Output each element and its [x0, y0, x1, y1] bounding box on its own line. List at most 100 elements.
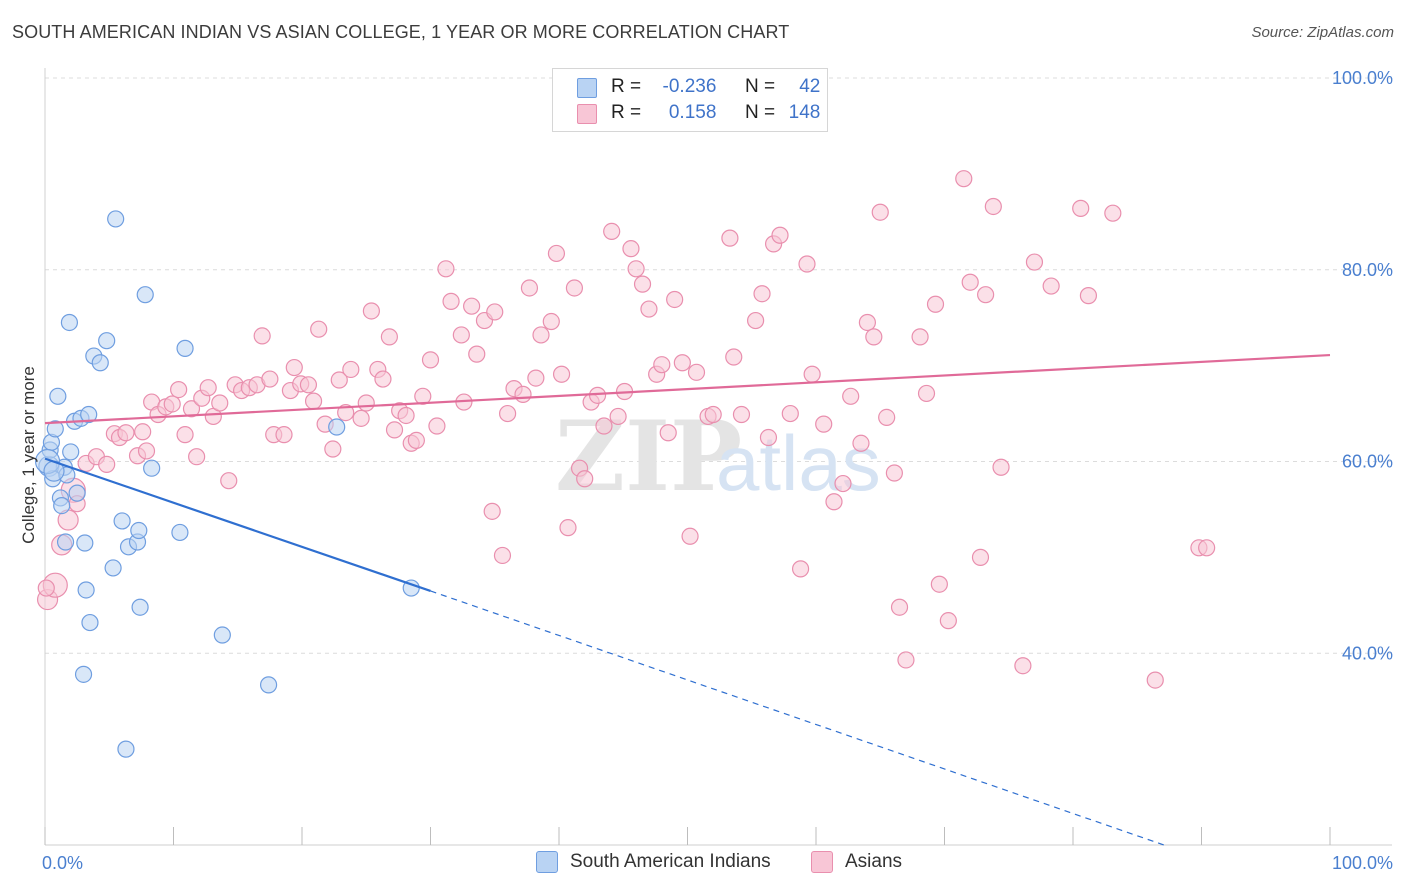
asians-point [337, 404, 355, 422]
watermark: ZIP atlas [555, 400, 881, 513]
asians-point [627, 260, 645, 278]
asians-point [721, 229, 739, 247]
asians-point [1014, 657, 1032, 675]
asians-point [858, 313, 877, 332]
south-american-indians-point [74, 665, 93, 683]
n-value: 148 [788, 102, 821, 123]
asians-point [117, 424, 135, 442]
x-tick-label-min: 0.0% [42, 853, 83, 873]
south-american-indians-point [46, 420, 64, 438]
asians-points [36, 170, 1216, 689]
south-american-indians-point [60, 313, 79, 332]
n-label: N = [744, 76, 776, 97]
asians-point [310, 320, 328, 338]
asians-point [1025, 253, 1044, 271]
correlation-legend: R = -0.236 N = 42 R = 0.158 N = 148 [552, 68, 828, 132]
asians-point [98, 455, 116, 473]
asians-point [362, 302, 380, 320]
y-tick-label: 40.0% [1342, 643, 1393, 663]
asians-point [137, 442, 156, 460]
asians-point [1042, 277, 1060, 295]
asians-point [559, 519, 577, 537]
south-american-indians-point [171, 523, 189, 542]
source-credit: Source: ZipAtlas.com [1251, 24, 1394, 41]
y-tick-labels: 40.0% 60.0% 80.0% 100.0% [1332, 68, 1393, 663]
asians-point [542, 312, 560, 331]
south-american-indians-point [56, 533, 75, 551]
asians-point [421, 351, 440, 369]
asians-point [1146, 671, 1164, 689]
y-tick-label: 60.0% [1342, 452, 1393, 472]
asians-point [653, 356, 671, 374]
watermark-atlas: atlas [716, 419, 881, 507]
asians-point [911, 328, 929, 346]
y-axis-label: College, 1 year or more [19, 366, 38, 544]
asians-point [565, 279, 584, 297]
asians-point [211, 394, 229, 412]
pink-swatch [811, 851, 833, 873]
asians-point [971, 548, 990, 566]
asians-point [261, 370, 279, 388]
south-american-indians-point [76, 534, 94, 552]
asians-point [753, 285, 771, 303]
south-american-indians-trend-extension [430, 590, 1165, 846]
south-american-indians-point [117, 740, 135, 758]
south-american-indians-point [328, 418, 346, 436]
asians-point [687, 363, 706, 381]
trend-lines [44, 353, 1331, 846]
asians-point [984, 197, 1002, 216]
asians-point [926, 295, 945, 313]
south-american-indians-point [62, 443, 80, 461]
asians-point [468, 345, 486, 363]
asians-point [342, 360, 360, 379]
asians-point [357, 394, 375, 412]
asians-point [486, 303, 504, 321]
y-tick-label: 80.0% [1342, 260, 1393, 280]
asians-point [897, 651, 915, 669]
n-label: N = [744, 102, 776, 123]
asians-point [781, 404, 799, 423]
asians-point [588, 386, 607, 404]
south-american-indians-point [131, 598, 149, 616]
asians-point [622, 240, 640, 258]
asians-point [890, 598, 909, 616]
x-tick-label-max: 100.0% [1332, 853, 1393, 873]
pink-swatch [577, 104, 597, 124]
asians-point [852, 434, 870, 452]
asians-point [747, 311, 765, 330]
south-american-indians-point [130, 521, 148, 540]
asians-point [275, 426, 293, 444]
asians-point [815, 415, 833, 433]
asians-point [939, 612, 957, 630]
chart-title: SOUTH AMERICAN INDIAN VS ASIAN COLLEGE, … [12, 22, 790, 42]
asians-point [842, 387, 860, 405]
south-american-indians-point [176, 339, 194, 357]
asians-point [547, 244, 566, 263]
asians-point [380, 328, 398, 346]
asians-point [917, 384, 936, 403]
asians-point [407, 431, 425, 450]
asians-point [603, 222, 621, 240]
asians-point [1198, 539, 1216, 557]
asians-point [170, 380, 188, 399]
r-value: -0.236 [662, 76, 717, 97]
x-tick-labels: 0.0% 100.0% [42, 853, 1393, 873]
legend-label: South American Indians [570, 851, 771, 872]
n-value: 42 [799, 76, 821, 97]
asians-point [520, 279, 539, 297]
asians-point [1072, 199, 1090, 217]
asians-point [199, 379, 217, 397]
asians-point [878, 408, 896, 426]
asians-point [609, 407, 627, 426]
asians-point [673, 354, 691, 372]
asians-point [977, 286, 995, 304]
asians-point [732, 405, 751, 424]
series-legend: South American Indians Asians [0, 851, 1406, 877]
asians-point [527, 369, 545, 387]
asians-point [532, 326, 550, 344]
y-tick-label: 100.0% [1332, 68, 1393, 88]
blue-swatch [577, 78, 597, 98]
asians-point [885, 464, 903, 482]
south-american-indians-point [81, 613, 99, 632]
asians-trend-line [44, 353, 1331, 425]
